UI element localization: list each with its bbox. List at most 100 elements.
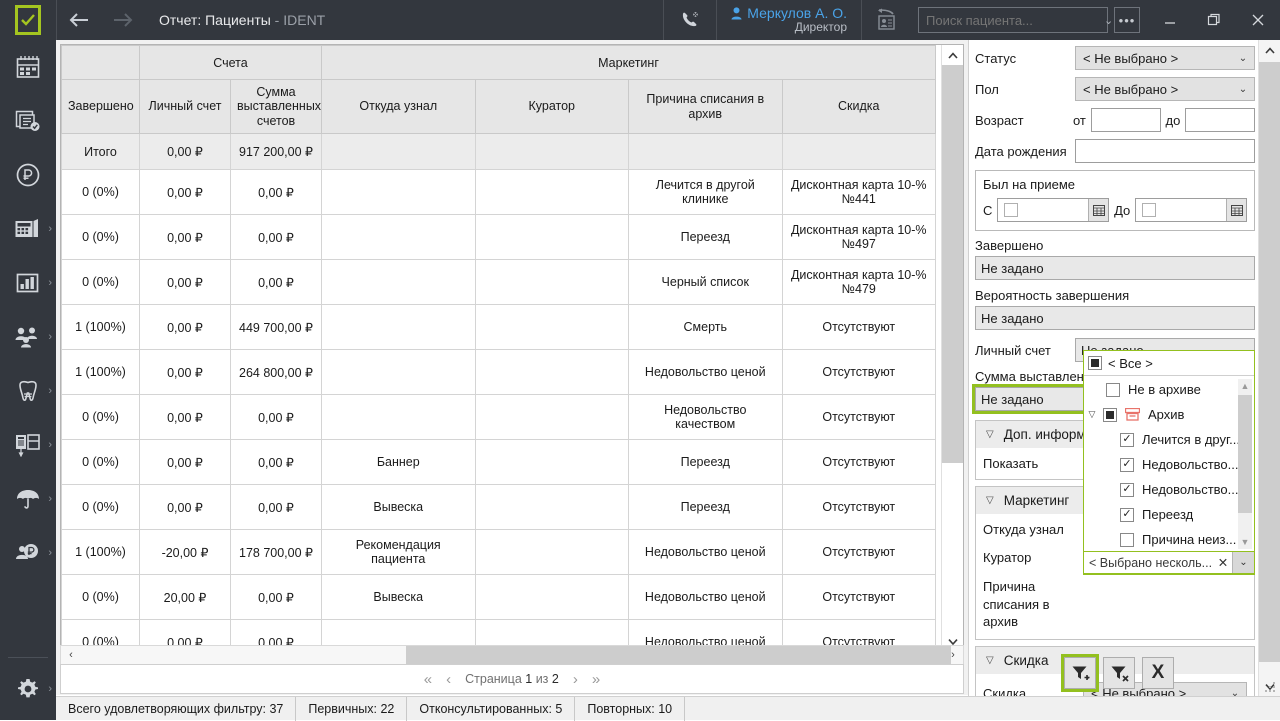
back-arrow-icon[interactable] xyxy=(57,0,101,40)
item-checkbox[interactable] xyxy=(1120,482,1134,497)
dropdown-item[interactable]: Недовольство... xyxy=(1084,452,1256,477)
sidebar-item-equipment[interactable]: › xyxy=(0,418,56,472)
clear-icon[interactable]: ✕ xyxy=(1217,556,1229,570)
table-row[interactable]: 0 (0%) 20,00 ₽0,00 ₽ Вывеска Недовольство ц… xyxy=(61,574,936,620)
sidebar-item-calendar[interactable] xyxy=(0,40,56,94)
table-total-row[interactable]: Итого 0,00 ₽917 200,00 ₽ xyxy=(61,133,936,170)
dropdown-item[interactable]: ▽ Архив xyxy=(1084,402,1256,427)
select-all-checkbox[interactable] xyxy=(1088,356,1102,370)
table-row[interactable]: 0 (0%) 0,00 ₽0,00 ₽ Черный список Дисконтна… xyxy=(61,259,936,305)
calendar-picker-icon[interactable] xyxy=(1088,199,1109,221)
first-page-button[interactable]: « xyxy=(423,670,433,688)
table-vertical-scrollbar[interactable] xyxy=(941,45,963,651)
calendar-picker-icon[interactable] xyxy=(1226,199,1247,221)
dropdown-item[interactable]: Переезд xyxy=(1084,502,1256,527)
sidebar-item-tasks[interactable] xyxy=(0,94,56,148)
scroll-thumb[interactable] xyxy=(1238,395,1252,513)
table-row[interactable]: 0 (0%) 0,00 ₽0,00 ₽ Баннер Переезд Отсутству… xyxy=(61,439,936,485)
table-row[interactable]: 1 (100%) -20,00 ₽178 700,00 ₽ Рекомендация… xyxy=(61,529,936,575)
user-menu[interactable]: Меркулов А. О. Директор xyxy=(717,5,861,35)
sidebar-item-patients[interactable]: › xyxy=(0,310,56,364)
clear-filter-button[interactable] xyxy=(1103,657,1135,689)
sidebar-item-treatment[interactable]: › xyxy=(0,364,56,418)
age-from-input[interactable] xyxy=(1090,108,1161,132)
column-header-archive-reason[interactable]: Причина списания в архив xyxy=(628,79,783,134)
sidebar-item-finance[interactable] xyxy=(0,148,56,202)
maximize-button[interactable] xyxy=(1192,0,1236,40)
gender-select[interactable]: < Не выбрано > ⌄ xyxy=(1075,77,1255,101)
column-header-curator[interactable]: Куратор xyxy=(474,79,629,134)
close-filter-button[interactable]: X xyxy=(1142,657,1174,689)
scroll-left-button[interactable]: ‹ xyxy=(69,649,73,661)
archive-reason-multiselect[interactable]: < Выбрано несколь... ✕ ⌄ xyxy=(1083,551,1255,574)
probability-value[interactable]: Не задано xyxy=(975,306,1255,330)
next-page-button[interactable]: › xyxy=(572,670,578,688)
table-row[interactable]: 1 (100%) 0,00 ₽264 800,00 ₽ Недовольство ц… xyxy=(61,349,936,395)
dropdown-item[interactable]: Недовольство... xyxy=(1084,477,1256,502)
scroll-thumb[interactable] xyxy=(942,65,963,463)
table-row[interactable]: 0 (0%) 0,00 ₽0,00 ₽ Недовольство качеством… xyxy=(61,394,936,440)
prev-page-button[interactable]: ‹ xyxy=(446,670,452,688)
sidebar-item-reports[interactable]: › xyxy=(0,256,56,310)
close-button[interactable] xyxy=(1236,0,1280,40)
sidebar-item-cash-register[interactable]: › xyxy=(0,202,56,256)
archive-reason-dropdown[interactable]: < Все > Не в архиве ▽ Архив Лечится в друг.… xyxy=(1083,350,1255,575)
sidebar-item-insurance[interactable]: › xyxy=(0,472,56,526)
dropdown-item[interactable]: Не в архиве xyxy=(1084,377,1256,402)
app-logo[interactable] xyxy=(0,0,56,40)
extra-info-show-item[interactable]: Показать xyxy=(983,456,1039,471)
panel-vertical-scrollbar[interactable] xyxy=(1258,40,1280,696)
column-header-discount[interactable]: Скидка xyxy=(781,79,936,134)
sidebar-item-salary[interactable]: › xyxy=(0,526,56,580)
status-segment: Отконсультированных: 5 xyxy=(407,696,576,721)
status-select[interactable]: < Не выбрано > ⌄ xyxy=(1075,46,1255,70)
more-options-button[interactable]: ••• xyxy=(1114,7,1140,33)
age-to-input[interactable] xyxy=(1185,108,1255,132)
apply-filter-button[interactable] xyxy=(1061,654,1099,692)
patient-search[interactable]: ⌄ xyxy=(918,7,1113,33)
item-checkbox[interactable] xyxy=(1106,382,1120,397)
scroll-up-button[interactable]: ▲ xyxy=(1240,381,1250,391)
table-row[interactable]: 0 (0%) 0,00 ₽0,00 ₽ Переезд Дисконтная карт… xyxy=(61,214,936,260)
sidebar-item-settings[interactable]: › xyxy=(0,662,56,716)
visit-to-input[interactable] xyxy=(1135,198,1248,222)
item-checkbox[interactable] xyxy=(1103,407,1117,422)
column-header-personal-account[interactable]: Личный счет xyxy=(139,79,231,134)
completed-value[interactable]: Не задано xyxy=(975,256,1255,280)
table-cell: Баннер xyxy=(321,439,476,485)
invoice-sum-value[interactable]: Не задано xyxy=(972,384,1088,414)
resize-grip[interactable] xyxy=(1265,682,1277,694)
forward-arrow-icon[interactable] xyxy=(101,0,145,40)
table-row[interactable]: 0 (0%) 0,00 ₽0,00 ₽ Вывеска Переезд Отсутств… xyxy=(61,484,936,530)
dropdown-scrollbar[interactable]: ▲ ▼ xyxy=(1238,379,1252,549)
scroll-right-button[interactable]: › xyxy=(951,649,955,661)
column-header-source[interactable]: Откуда узнал xyxy=(321,79,476,134)
dropdown-select-all-row[interactable]: < Все > xyxy=(1084,351,1254,376)
phone-call-icon[interactable] xyxy=(664,0,716,40)
chevron-down-icon[interactable]: ⌄ xyxy=(1104,14,1114,27)
item-checkbox[interactable] xyxy=(1120,457,1134,472)
minimize-button[interactable] xyxy=(1148,0,1192,40)
dropdown-item[interactable]: Лечится в друг... xyxy=(1084,427,1256,452)
item-checkbox[interactable] xyxy=(1120,507,1134,522)
scroll-thumb[interactable] xyxy=(1259,62,1280,662)
triangle-down-icon[interactable]: ▽ xyxy=(1088,409,1096,419)
search-input[interactable] xyxy=(919,11,1104,29)
column-header-invoice-sum[interactable]: Сумма выставленных счетов xyxy=(230,79,322,134)
birthdate-input[interactable] xyxy=(1075,139,1255,163)
scroll-down-button[interactable]: ▼ xyxy=(1240,537,1250,547)
column-header-completed[interactable]: Завершено xyxy=(61,79,140,134)
item-checkbox[interactable] xyxy=(1120,532,1134,547)
last-page-button[interactable]: » xyxy=(591,670,601,688)
chevron-down-icon[interactable]: ⌄ xyxy=(1232,552,1254,573)
patient-card-icon[interactable] xyxy=(862,0,914,40)
table-horizontal-scrollbar[interactable]: ‹ › xyxy=(60,645,964,665)
table-row[interactable]: 0 (0%) 0,00 ₽0,00 ₽ Лечится в другой клини… xyxy=(61,169,936,215)
scroll-up-button[interactable] xyxy=(1259,40,1280,60)
dropdown-item[interactable]: Причина неиз... xyxy=(1084,527,1256,551)
scroll-thumb[interactable] xyxy=(406,646,951,664)
item-checkbox[interactable] xyxy=(1120,432,1134,447)
table-row[interactable]: 1 (100%) 0,00 ₽449 700,00 ₽ Смерть Отсутств… xyxy=(61,304,936,350)
visit-from-input[interactable] xyxy=(997,198,1110,222)
scroll-up-button[interactable] xyxy=(942,45,963,65)
